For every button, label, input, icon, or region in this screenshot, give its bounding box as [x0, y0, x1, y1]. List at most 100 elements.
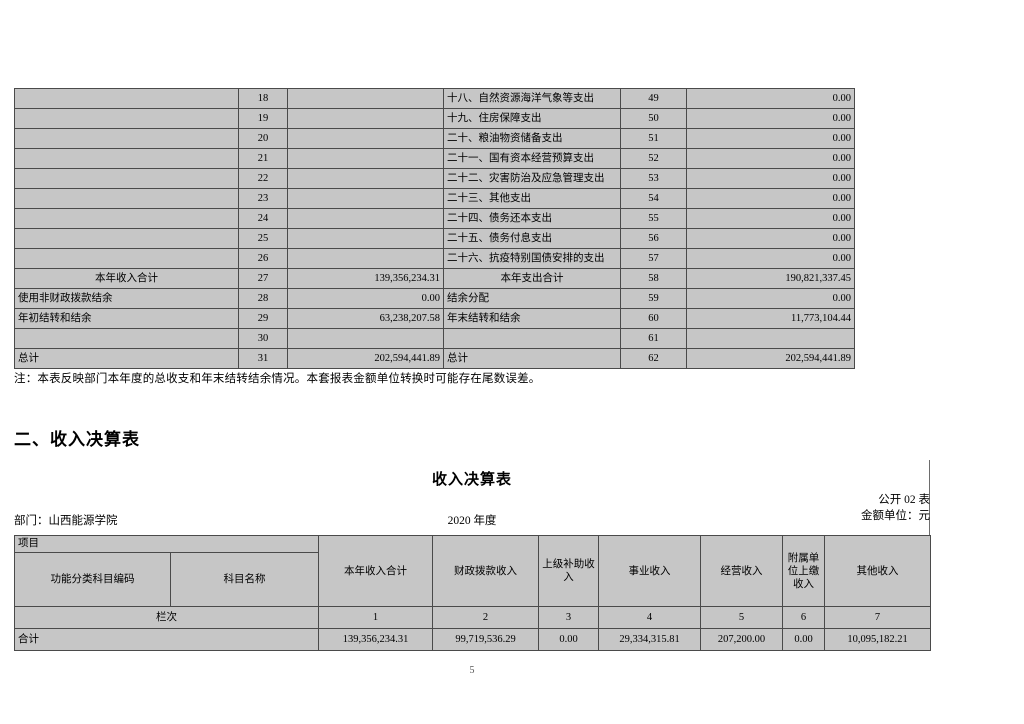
right-amount: 0.00: [686, 208, 855, 229]
right-item-label: 十八、自然资源海洋气象等支出: [443, 88, 621, 109]
left-item-label: [14, 108, 239, 129]
left-amount: 139,356,234.31: [287, 268, 444, 289]
left-row-number: 27: [238, 268, 288, 289]
left-row-number: 21: [238, 148, 288, 169]
table-header-row-project: 项目 本年收入合计 财政拨款收入 上级补助收入 事业收入 经营收入 附属单位上缴收入 其他收入: [14, 535, 931, 607]
total-value-3: 0.00: [538, 628, 599, 651]
right-row-number: 58: [620, 268, 687, 289]
left-row-number: 22: [238, 168, 288, 189]
income-expenditure-summary-table: 18 十八、自然资源海洋气象等支出 49 0.00 19 十九、住房保障支出 50 0.00 2…: [14, 88, 855, 369]
table-row: 30 61: [14, 328, 855, 349]
year-label: 2020 年度: [447, 515, 497, 527]
lanci-label: 栏次: [14, 606, 319, 629]
table-one-body: 18 十八、自然资源海洋气象等支出 49 0.00 19 十九、住房保障支出 50 0.00 2…: [14, 88, 855, 369]
page-number: 5: [469, 665, 475, 676]
right-row-number: 52: [620, 148, 687, 169]
right-amount: 190,821,337.45: [686, 268, 855, 289]
left-row-number: 26: [238, 248, 288, 269]
table-row: 22 二十二、灾害防治及应急管理支出 53 0.00: [14, 168, 855, 189]
left-row-number: 23: [238, 188, 288, 209]
header-subject-name: 科目名称: [170, 552, 319, 607]
left-row-number: 24: [238, 208, 288, 229]
left-amount: [287, 188, 444, 209]
left-amount: [287, 228, 444, 249]
column-index-7: 7: [824, 606, 931, 629]
right-row-number: 59: [620, 288, 687, 309]
right-item-label: 总计: [443, 348, 621, 369]
right-row-number: 50: [620, 108, 687, 129]
left-item-label: [14, 328, 239, 349]
right-item-label: 本年支出合计: [443, 268, 621, 289]
right-item-label: 二十五、债务付息支出: [443, 228, 621, 249]
table-two-right-rule: [929, 460, 930, 536]
right-row-number: 53: [620, 168, 687, 189]
table-row: 19 十九、住房保障支出 50 0.00: [14, 108, 855, 129]
header-column-3: 上级补助收入: [538, 535, 599, 607]
left-item-label: 使用非财政拨款结余: [14, 288, 239, 309]
table-two-body: 项目 本年收入合计 财政拨款收入 上级补助收入 事业收入 经营收入 附属单位上缴收入 其他收入…: [14, 535, 931, 651]
total-value-4: 29,334,315.81: [598, 628, 701, 651]
table-row: 总计 31 202,594,441.89 总计 62 202,594,441.89: [14, 348, 855, 369]
left-item-label: [14, 148, 239, 169]
right-item-label: 结余分配: [443, 288, 621, 309]
column-index-2: 2: [432, 606, 539, 629]
section-heading: 二、收入决算表: [14, 430, 140, 449]
amount-unit: 金额单位：元: [861, 510, 930, 522]
left-amount: [287, 168, 444, 189]
column-index-5: 5: [700, 606, 783, 629]
form-code: 公开 02 表: [878, 494, 930, 506]
right-item-label: 二十六、抗疫特别国债安排的支出: [443, 248, 621, 269]
table-header-row-subject: 功能分类科目编码 科目名称: [14, 552, 931, 607]
right-row-number: 61: [620, 328, 687, 349]
left-item-label: [14, 208, 239, 229]
left-row-number: 29: [238, 308, 288, 329]
total-value-1: 139,356,234.31: [318, 628, 433, 651]
table-row: 21 二十一、国有资本经营预算支出 52 0.00: [14, 148, 855, 169]
left-amount: [287, 248, 444, 269]
total-value-2: 99,719,536.29: [432, 628, 539, 651]
left-row-number: 30: [238, 328, 288, 349]
header-column-1: 本年收入合计: [318, 535, 433, 607]
department-label: 部门：山西能源学院: [14, 515, 118, 527]
column-index-3: 3: [538, 606, 599, 629]
right-row-number: 60: [620, 308, 687, 329]
left-row-number: 28: [238, 288, 288, 309]
right-item-label: 二十四、债务还本支出: [443, 208, 621, 229]
column-index-4: 4: [598, 606, 701, 629]
right-amount: 0.00: [686, 108, 855, 129]
left-amount: [287, 88, 444, 109]
income-statement-table: 项目 本年收入合计 财政拨款收入 上级补助收入 事业收入 经营收入 附属单位上缴收入 其他收入…: [14, 535, 931, 651]
right-item-label: 二十三、其他支出: [443, 188, 621, 209]
left-amount: [287, 208, 444, 229]
left-item-label: 总计: [14, 348, 239, 369]
right-item-label: [443, 328, 621, 349]
right-item-label: 二十一、国有资本经营预算支出: [443, 148, 621, 169]
left-row-number: 25: [238, 228, 288, 249]
left-item-label: [14, 228, 239, 249]
right-amount: 202,594,441.89: [686, 348, 855, 369]
left-item-label: 本年收入合计: [14, 268, 239, 289]
right-amount: 0.00: [686, 148, 855, 169]
right-amount: 0.00: [686, 228, 855, 249]
total-value-6: 0.00: [782, 628, 825, 651]
left-amount: 63,238,207.58: [287, 308, 444, 329]
right-amount: 0.00: [686, 188, 855, 209]
right-amount: 11,773,104.44: [686, 308, 855, 329]
table-row: 26 二十六、抗疫特别国债安排的支出 57 0.00: [14, 248, 855, 269]
table-two-meta: 公开 02 表 金额单位：元: [861, 492, 930, 524]
left-amount: [287, 148, 444, 169]
header-column-7: 其他收入: [824, 535, 931, 607]
right-row-number: 56: [620, 228, 687, 249]
right-item-label: 二十二、灾害防治及应急管理支出: [443, 168, 621, 189]
left-amount: [287, 108, 444, 129]
right-amount: 0.00: [686, 128, 855, 149]
header-column-5: 经营收入: [700, 535, 783, 607]
right-row-number: 49: [620, 88, 687, 109]
right-item-label: 年末结转和结余: [443, 308, 621, 329]
left-item-label: 年初结转和结余: [14, 308, 239, 329]
right-item-label: 十九、住房保障支出: [443, 108, 621, 129]
left-item-label: [14, 188, 239, 209]
left-row-number: 19: [238, 108, 288, 129]
right-amount: 0.00: [686, 248, 855, 269]
